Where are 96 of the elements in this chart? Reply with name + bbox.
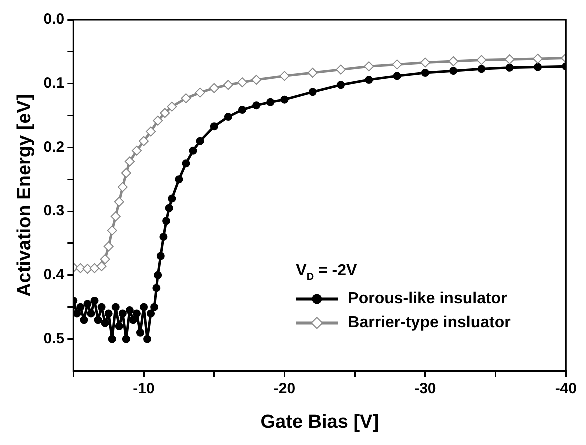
point bbox=[478, 65, 486, 74]
point bbox=[76, 263, 86, 274]
point bbox=[124, 156, 135, 167]
point bbox=[115, 322, 124, 330]
point bbox=[209, 83, 220, 94]
point bbox=[152, 284, 161, 292]
point bbox=[308, 68, 318, 78]
point bbox=[336, 64, 346, 75]
point bbox=[104, 242, 114, 252]
point bbox=[421, 69, 430, 77]
point bbox=[181, 94, 192, 104]
text: 0.0 bbox=[44, 11, 65, 28]
x-tick-label: -10 bbox=[133, 380, 155, 398]
point bbox=[162, 217, 171, 226]
point bbox=[147, 310, 156, 318]
point bbox=[238, 78, 248, 88]
point bbox=[393, 72, 402, 80]
point bbox=[84, 300, 92, 308]
point bbox=[96, 261, 107, 272]
x-axis-title: Gate Bias [V] bbox=[260, 412, 380, 433]
point bbox=[448, 56, 459, 67]
point bbox=[156, 252, 165, 260]
point bbox=[392, 60, 402, 70]
legend-label: Barrier-type insluator bbox=[348, 314, 511, 332]
point bbox=[365, 76, 374, 84]
point bbox=[167, 102, 178, 112]
point bbox=[144, 335, 152, 344]
point bbox=[189, 146, 198, 155]
point bbox=[175, 176, 184, 184]
point bbox=[224, 113, 232, 122]
point bbox=[90, 296, 99, 305]
point bbox=[195, 88, 206, 98]
point bbox=[280, 71, 290, 82]
x-tick-label: -40 bbox=[555, 380, 578, 398]
point bbox=[153, 116, 164, 126]
point bbox=[100, 254, 110, 264]
point bbox=[112, 303, 120, 312]
point bbox=[87, 310, 96, 318]
point bbox=[534, 63, 542, 72]
point bbox=[266, 98, 275, 106]
point bbox=[450, 67, 458, 76]
point bbox=[110, 212, 121, 222]
point bbox=[504, 54, 515, 65]
point bbox=[252, 75, 262, 86]
y-tick-label: 0.4 bbox=[44, 266, 66, 284]
point bbox=[122, 335, 130, 344]
point bbox=[533, 54, 544, 64]
point bbox=[118, 182, 128, 192]
point bbox=[160, 108, 170, 118]
point bbox=[196, 137, 204, 146]
point bbox=[101, 319, 110, 328]
point bbox=[126, 306, 134, 315]
y-tick-label: 0.2 bbox=[44, 138, 65, 156]
point bbox=[168, 194, 176, 203]
point bbox=[420, 58, 430, 68]
point bbox=[154, 271, 162, 280]
point bbox=[146, 126, 156, 137]
y-tick-label: 0.3 bbox=[44, 202, 65, 220]
point bbox=[160, 233, 168, 242]
point bbox=[210, 122, 218, 131]
point bbox=[165, 204, 174, 212]
point bbox=[98, 303, 106, 312]
legend-label: Porous-like insulator bbox=[348, 290, 508, 308]
point bbox=[139, 136, 150, 146]
point bbox=[364, 62, 374, 72]
point bbox=[337, 81, 346, 90]
point bbox=[80, 316, 88, 324]
y-tick-label: 0.5 bbox=[44, 330, 65, 348]
x-tick-label: -30 bbox=[414, 380, 436, 398]
point bbox=[150, 303, 159, 312]
point bbox=[476, 55, 487, 66]
point bbox=[74, 310, 82, 318]
point bbox=[308, 88, 317, 96]
point bbox=[76, 303, 85, 312]
point bbox=[129, 316, 138, 324]
point bbox=[280, 96, 289, 104]
point bbox=[107, 226, 118, 236]
point bbox=[114, 196, 124, 207]
point bbox=[506, 64, 514, 72]
point bbox=[182, 160, 190, 168]
point bbox=[252, 102, 261, 110]
point bbox=[132, 146, 142, 156]
point bbox=[90, 263, 100, 274]
point bbox=[136, 328, 144, 337]
point bbox=[118, 310, 127, 318]
point bbox=[104, 310, 113, 318]
y-tick-label: 0.1 bbox=[44, 74, 65, 92]
point bbox=[132, 310, 141, 318]
x-tick-label: -20 bbox=[274, 380, 296, 398]
point bbox=[223, 80, 234, 90]
point bbox=[238, 106, 247, 114]
point bbox=[140, 303, 148, 312]
point bbox=[121, 168, 132, 178]
point bbox=[108, 335, 116, 344]
y-axis-title: Activation Energy [eV] bbox=[14, 94, 36, 297]
point bbox=[94, 316, 102, 324]
